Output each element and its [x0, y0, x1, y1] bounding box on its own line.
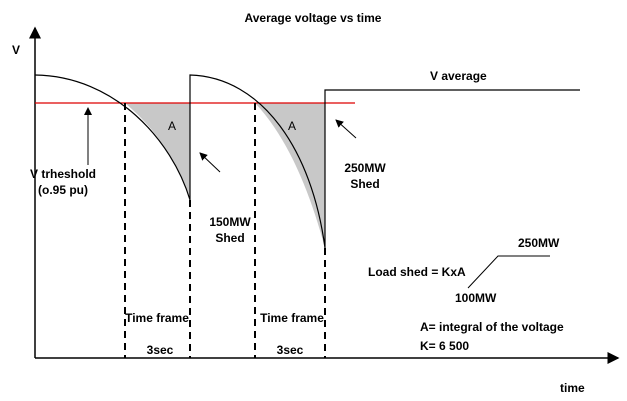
- shed-label: Shed: [350, 177, 379, 191]
- fraction-line: [467, 255, 550, 289]
- shed-label: 250MW: [344, 161, 386, 175]
- time-frame-label: 3sec: [277, 343, 304, 357]
- y-label: V: [12, 43, 20, 57]
- shed-label: Shed: [215, 231, 244, 245]
- area-shade: [255, 103, 325, 248]
- arrow: [335, 119, 357, 139]
- time-frame-label: 3sec: [147, 343, 174, 357]
- area-shade: [125, 103, 190, 200]
- time-frame-label: Time frame: [125, 311, 189, 325]
- voltage-curve: [34, 74, 580, 249]
- formula-upper: 250MW: [518, 236, 560, 250]
- formula-note: A= integral of the voltage: [420, 320, 564, 334]
- x-label: time: [560, 381, 585, 395]
- threshold-label: V trheshold: [30, 167, 96, 181]
- area-label: A: [288, 119, 296, 133]
- arrow: [199, 152, 221, 173]
- formula: Load shed = KxA: [368, 265, 466, 279]
- time-frame-label: Time frame: [260, 311, 324, 325]
- formula-note: K= 6 500: [420, 339, 469, 353]
- area-label: A: [168, 119, 176, 133]
- shed-label: 150MW: [209, 215, 251, 229]
- v-average-label: V average: [430, 69, 487, 83]
- title: Average voltage vs time: [245, 11, 382, 25]
- threshold-label: (o.95 pu): [38, 183, 88, 197]
- formula-lower: 100MW: [455, 291, 497, 305]
- time-frame-lines: [124, 103, 326, 358]
